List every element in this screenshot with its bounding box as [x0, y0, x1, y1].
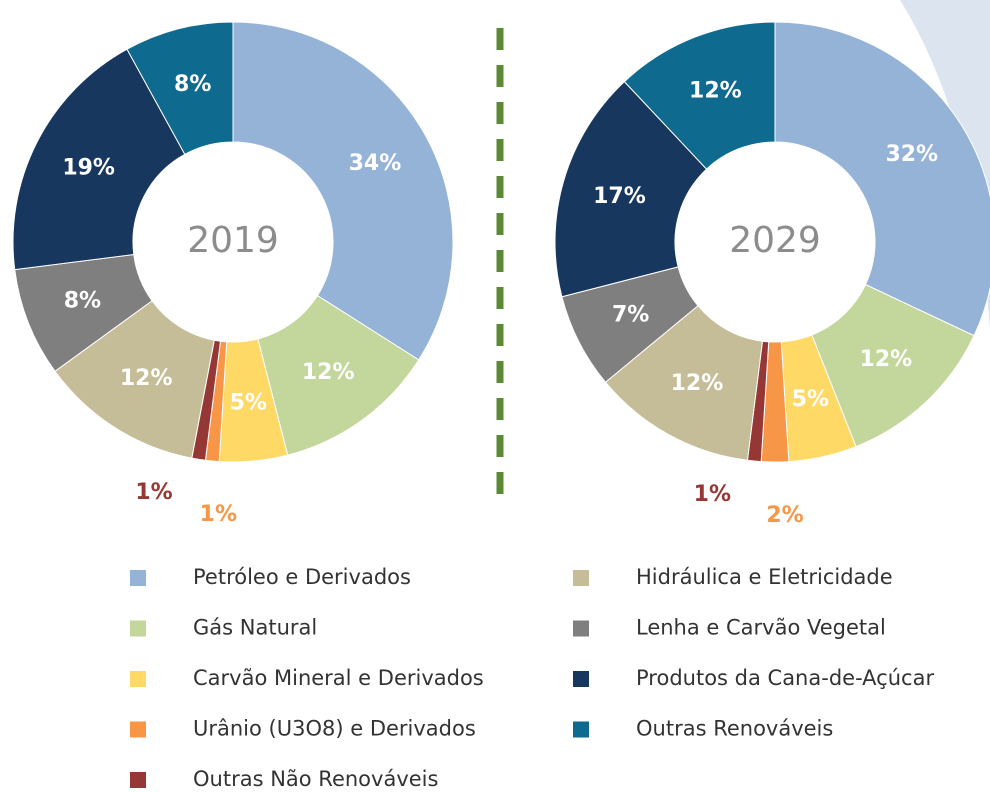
- legend-label: Produtos da Cana-de-Açúcar: [636, 666, 934, 690]
- slice: [623, 21, 776, 170]
- legend-swatch: [573, 570, 589, 586]
- slice: [12, 48, 186, 271]
- data-label: 12%: [302, 360, 355, 385]
- data-label: 17%: [593, 184, 646, 209]
- data-label: 12%: [671, 371, 724, 396]
- legend-swatch: [130, 671, 146, 687]
- legend-label: Petróleo e Derivados: [193, 565, 411, 589]
- legend-swatch: [573, 620, 589, 637]
- data-label: 32%: [885, 142, 938, 167]
- data-label: 2%: [766, 503, 803, 528]
- data-label: 19%: [62, 155, 115, 180]
- center-title: 2029: [729, 220, 821, 261]
- data-label: 1%: [135, 480, 172, 505]
- data-label: 12%: [689, 78, 742, 103]
- legend-label: Outras Não Renováveis: [193, 767, 438, 791]
- data-label: 5%: [230, 390, 267, 415]
- legend-swatch: [130, 570, 146, 586]
- legend-swatch: [130, 620, 146, 637]
- legend-label: Outras Renováveis: [636, 717, 833, 741]
- slice: [126, 21, 234, 156]
- data-label: 7%: [612, 303, 649, 328]
- data-label: 8%: [174, 72, 211, 97]
- data-label: 1%: [694, 482, 731, 507]
- legend-label: Hidráulica e Eletricidade: [636, 565, 893, 589]
- slice: [232, 21, 454, 361]
- slice: [774, 21, 990, 337]
- legend-label: Gás Natural: [193, 616, 317, 640]
- legend-swatch: [573, 721, 589, 738]
- decoration: [900, 0, 990, 330]
- legend-swatch: [573, 671, 589, 687]
- legend-label: Lenha e Carvão Vegetal: [636, 616, 886, 640]
- legend-label: Carvão Mineral e Derivados: [193, 666, 484, 690]
- data-label: 8%: [64, 289, 101, 314]
- legend-swatch: [130, 772, 146, 788]
- center-title: 2019: [187, 220, 279, 261]
- data-label: 1%: [200, 502, 237, 527]
- legend-label: Urânio (U3O8) e Derivados: [193, 717, 476, 741]
- legend-swatch: [130, 721, 146, 738]
- data-label: 12%: [860, 347, 913, 372]
- data-label: 34%: [349, 151, 402, 176]
- data-label: 5%: [792, 387, 829, 412]
- slice: [554, 80, 708, 298]
- data-label: 12%: [120, 366, 173, 391]
